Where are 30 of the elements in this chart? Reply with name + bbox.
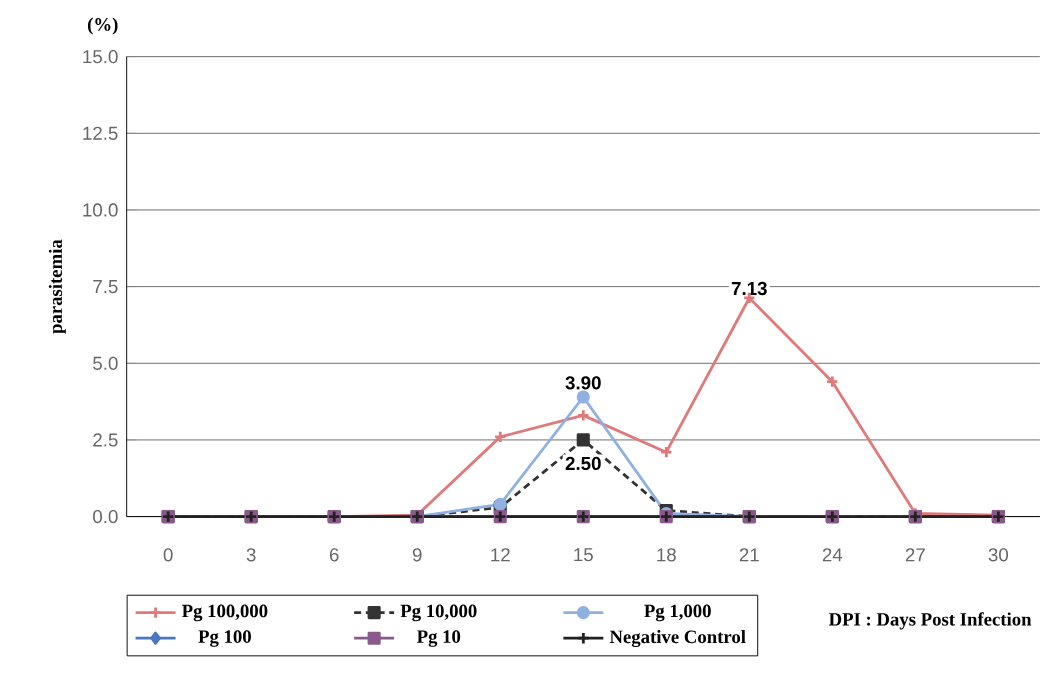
x-axis-title: DPI : Days Post Infection xyxy=(828,612,1032,630)
y-axis-title: parasitemia xyxy=(48,239,66,334)
legend-label: Pg 10,000 xyxy=(400,604,477,622)
x-tick-label: 0 xyxy=(163,548,173,562)
x-tick-label: 15 xyxy=(574,548,593,562)
x-tick-label: 30 xyxy=(988,548,1009,562)
legend-label: Negative Control xyxy=(609,630,746,648)
x-tick-label: 9 xyxy=(412,548,422,562)
y-tick-label: 5.0 xyxy=(93,356,118,370)
x-tick-label: 27 xyxy=(905,548,925,562)
x-tick-label: 12 xyxy=(491,548,510,562)
legend-label: Pg 100,000 xyxy=(181,604,268,622)
y-tick-label: 15.0 xyxy=(83,50,118,64)
legend-label: Pg 100 xyxy=(198,630,251,647)
legend-label: Pg 10 xyxy=(416,630,461,647)
y-tick-label: 0.0 xyxy=(93,510,118,524)
x-tick-label: 21 xyxy=(739,548,759,562)
y-tick-label: 2.5 xyxy=(93,433,118,447)
x-tick-label: 18 xyxy=(657,548,676,562)
x-tick-label: 24 xyxy=(822,548,843,562)
x-tick-label: 3 xyxy=(246,548,256,562)
text: (%) xyxy=(87,17,118,35)
y-tick-label: 7.5 xyxy=(93,280,118,294)
y-tick-label: 12.5 xyxy=(83,126,118,140)
data-label: 7.13 xyxy=(731,281,767,296)
data-label: 3.90 xyxy=(565,376,601,390)
y-tick-label: 10.0 xyxy=(83,203,118,217)
legend-label: Pg 1,000 xyxy=(644,604,711,622)
x-tick-label: 6 xyxy=(329,548,339,562)
data-label: 2.50 xyxy=(565,456,601,471)
